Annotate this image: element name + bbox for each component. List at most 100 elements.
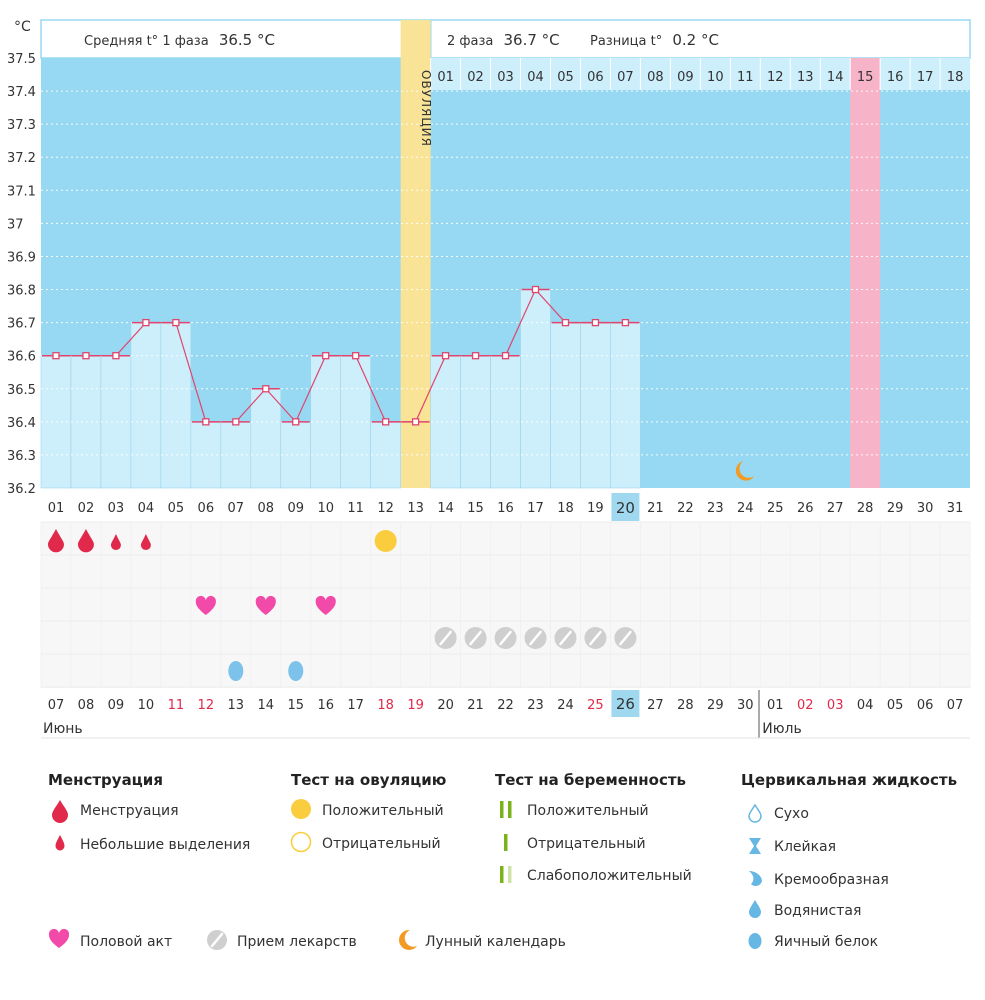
ovulation-negative-icon xyxy=(290,831,312,853)
calendar-date-label: 11 xyxy=(168,698,185,713)
temperature-point xyxy=(112,352,120,360)
intercourse-heart-icon xyxy=(195,595,216,615)
temperature-point xyxy=(531,285,540,294)
egg-white-icon xyxy=(228,661,244,681)
temperature-point xyxy=(262,385,270,393)
cycle-day-label: 11 xyxy=(347,501,364,516)
cycle-day-label: 18 xyxy=(557,501,574,516)
temperature-bar xyxy=(610,322,641,489)
phase2-day-label: 07 xyxy=(617,70,634,85)
pregnancy-positive-icon xyxy=(500,801,504,818)
temperature-bar xyxy=(130,322,162,489)
temperature-bar xyxy=(160,322,192,489)
phase2-day-label: 06 xyxy=(587,70,604,85)
cycle-day-label: 21 xyxy=(647,501,664,516)
sticky-icon xyxy=(749,838,761,854)
phase2-day-label: 14 xyxy=(827,70,844,85)
phase2-day-label: 18 xyxy=(947,70,964,85)
highlight-day-band xyxy=(850,58,881,488)
calendar-date-label: 14 xyxy=(258,698,275,713)
cycle-day-label: 03 xyxy=(108,501,125,516)
legend-pregnancy-negative: Отрицательный xyxy=(527,836,646,852)
legend-ovulation-negative: Отрицательный xyxy=(322,836,441,852)
cycle-day-label: 14 xyxy=(437,501,454,516)
temperature-point xyxy=(501,352,510,360)
y-tick-label: 36.7 xyxy=(7,317,36,332)
temperature-point xyxy=(172,318,180,327)
calendar-date-label: 12 xyxy=(198,698,215,713)
calendar-date-label: 28 xyxy=(677,698,694,713)
legend-pregnancy-title: Тест на беременность xyxy=(495,771,686,789)
phase2-day-label: 09 xyxy=(677,70,694,85)
legend-sticky: Клейкая xyxy=(774,839,836,855)
intercourse-heart-icon xyxy=(48,928,70,948)
cycle-day-label: 05 xyxy=(168,501,185,516)
calendar-date-label: 04 xyxy=(857,698,874,713)
phase-header-box xyxy=(40,19,971,59)
legend-spotting-item: Небольшие выделения xyxy=(80,837,250,853)
cycle-day-label: 15 xyxy=(467,501,484,516)
medication-pill-stripe xyxy=(619,630,632,646)
legend-medication: Прием лекарств xyxy=(237,934,357,950)
phase2-day-label: 02 xyxy=(467,70,484,85)
phase2-day-label: 08 xyxy=(647,70,664,85)
ovulation-label: ОВУЛЯЦИЯ xyxy=(419,70,433,147)
calendar-date-label: 08 xyxy=(78,698,95,713)
creamy-icon xyxy=(749,871,762,886)
y-tick-label: 36.8 xyxy=(7,284,36,299)
cycle-day-label: 23 xyxy=(707,501,724,516)
calendar-date-label: 06 xyxy=(917,698,934,713)
calendar-date-label: 10 xyxy=(138,698,155,713)
current-date-label: 26 xyxy=(616,695,635,713)
cycle-day-label: 04 xyxy=(138,501,155,516)
temperature-bar xyxy=(520,289,551,489)
phase2-day-label: 03 xyxy=(497,70,514,85)
spotting-drop-icon xyxy=(55,835,65,851)
temperature-point xyxy=(202,418,210,426)
dry-icon xyxy=(748,803,762,823)
legend-ovulation-positive: Положительный xyxy=(322,803,444,819)
phase2-day-label: 01 xyxy=(437,70,454,85)
calendar-date-label: 22 xyxy=(497,698,514,713)
phase2-day-label: 12 xyxy=(767,70,784,85)
medication-pill-stripe xyxy=(559,630,572,646)
menstruation-drop-icon xyxy=(47,529,64,553)
legend-creamy: Кремообразная xyxy=(774,872,889,888)
ovulation-positive-icon xyxy=(291,799,311,819)
menstruation-drop-icon xyxy=(77,529,94,553)
spotting-drop-icon xyxy=(110,534,121,551)
y-tick-label: 36.6 xyxy=(7,350,36,365)
temperature-point xyxy=(471,352,480,360)
calendar-date-label: 19 xyxy=(407,698,424,713)
cycle-day-label: 08 xyxy=(258,501,275,516)
y-tick-label: 37 xyxy=(7,217,24,232)
calendar-date-label: 18 xyxy=(377,698,394,713)
y-tick-label: 36.4 xyxy=(7,416,36,431)
moon-icon xyxy=(735,461,755,481)
temperature-point xyxy=(322,352,330,360)
phase1-label: Средняя t° 1 фаза 36.5 °C xyxy=(84,31,275,49)
temperature-bar xyxy=(280,421,312,489)
medication-pill-stripe xyxy=(469,630,482,646)
current-day-highlight xyxy=(611,493,640,521)
temperature-bar xyxy=(250,388,282,489)
cycle-day-label: 28 xyxy=(857,501,874,516)
cycle-day-label: 31 xyxy=(947,501,964,516)
cycle-day-label: 26 xyxy=(797,501,814,516)
cycle-day-label: 17 xyxy=(527,501,544,516)
y-tick-label: 37.3 xyxy=(7,118,36,133)
month-label: Июль xyxy=(762,721,801,737)
temperature-point xyxy=(382,418,390,426)
temperature-point xyxy=(232,418,240,426)
cycle-day-label: 30 xyxy=(917,501,934,516)
cycle-day-label: 01 xyxy=(48,501,65,516)
y-tick-label: 37.2 xyxy=(7,151,36,166)
current-date-highlight xyxy=(611,690,640,717)
egg-white-icon xyxy=(748,933,762,949)
calendar-date-label: 05 xyxy=(887,698,904,713)
y-tick-label: 37.4 xyxy=(7,85,36,100)
legend-menstruation-title: Менструация xyxy=(48,771,163,789)
symbol-grid-bg xyxy=(41,522,970,688)
legend-ovulation-title: Тест на овуляцию xyxy=(291,771,446,789)
